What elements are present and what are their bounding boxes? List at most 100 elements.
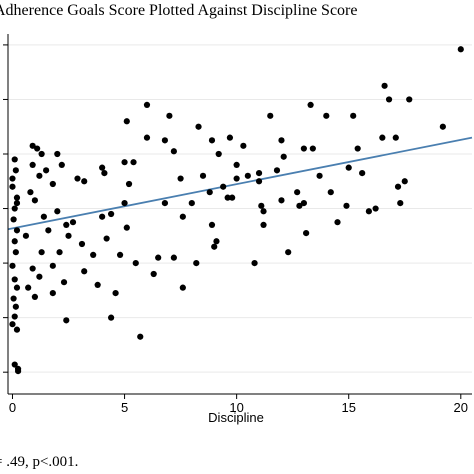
data-point-140 [439,123,446,130]
data-point-70 [132,259,139,267]
data-point-76 [161,199,169,207]
data-point-67 [121,159,128,166]
data-point-114 [294,189,301,196]
data-point-41 [54,208,61,215]
data-point-20 [9,175,16,182]
data-point-125 [343,202,350,209]
data-point-107 [260,208,267,215]
data-point-94 [220,183,227,190]
data-point-9 [9,262,16,269]
x-tick-label-4: 20 [454,400,468,415]
data-point-4 [11,205,18,212]
data-point-48 [63,317,70,324]
data-point-13 [12,303,19,310]
data-point-103 [255,178,263,185]
data-point-16 [13,326,21,333]
data-point-106 [260,221,267,229]
data-point-134 [385,96,393,103]
scatter-plot: 0 5 10 15 20 Discipline [3,34,473,425]
data-point-51 [81,178,88,185]
data-point-100 [240,142,247,149]
data-point-5 [10,216,17,223]
data-point-50 [74,175,81,182]
data-point-86 [195,123,202,130]
data-point-21 [13,199,21,207]
data-point-118 [303,229,310,237]
data-point-62 [112,289,119,297]
data-point-141 [457,46,464,53]
data-point-120 [309,145,316,152]
data-point-138 [401,178,408,185]
data-point-53 [81,268,88,275]
data-point-124 [334,219,341,226]
data-point-102 [251,259,258,267]
data-point-2 [9,183,16,190]
data-point-64 [121,199,128,207]
data-point-82 [170,254,177,261]
data-point-111 [278,137,285,144]
data-point-39 [54,150,61,158]
data-point-110 [278,197,285,204]
data-point-52 [78,240,86,248]
data-point-19 [14,367,22,375]
data-point-136 [394,183,402,190]
data-point-46 [60,279,68,286]
data-point-121 [316,172,323,179]
data-point-78 [166,112,173,119]
data-point-60 [108,314,115,321]
data-point-71 [137,333,144,340]
data-points [9,46,464,375]
data-point-69 [125,180,133,188]
data-point-42 [63,221,70,229]
data-point-109 [273,167,281,174]
data-point-29 [40,213,47,220]
x-tick-label-3: 15 [341,400,355,415]
data-point-97 [229,194,236,201]
data-point-56 [99,213,106,220]
data-point-112 [280,153,287,160]
data-point-133 [381,82,388,89]
data-point-137 [397,199,404,207]
data-point-98 [233,175,240,182]
data-point-101 [244,172,251,179]
data-point-7 [11,238,18,245]
data-point-65 [123,118,130,125]
data-point-105 [258,202,265,209]
data-point-49 [69,219,77,226]
data-point-117 [300,145,307,152]
data-point-135 [392,134,399,141]
data-point-31 [38,249,45,256]
data-point-35 [31,293,38,301]
data-point-95 [224,194,231,201]
data-point-131 [372,205,379,212]
data-point-11 [13,284,21,291]
data-point-38 [49,180,56,188]
data-point-74 [150,270,157,278]
data-point-32 [29,265,36,272]
data-point-139 [406,96,413,103]
data-point-73 [143,134,151,141]
axes: 0 5 10 15 20 [3,34,472,415]
data-point-61 [108,210,115,218]
data-point-68 [123,224,130,231]
data-point-57 [99,164,106,171]
data-point-128 [354,145,361,152]
data-point-75 [155,254,162,261]
data-point-63 [116,251,124,259]
regression-line [7,136,473,231]
data-point-8 [12,249,19,256]
data-point-87 [199,172,207,179]
data-point-45 [49,262,56,269]
data-point-90 [208,221,216,229]
data-point-12 [10,295,17,302]
chart-title: Adherence Goals Score Plotted Against Di… [0,2,358,19]
data-point-83 [179,284,186,291]
data-point-6 [13,227,21,234]
data-point-3 [13,194,21,201]
data-point-23 [34,145,41,152]
data-point-40 [58,161,65,169]
data-point-33 [36,273,43,280]
x-tick-label-1: 5 [121,400,128,415]
data-point-91 [211,243,218,250]
grid-lines [8,44,472,373]
